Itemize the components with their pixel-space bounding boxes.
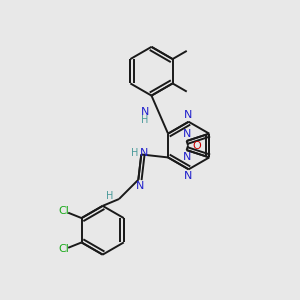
- Text: N: N: [182, 152, 191, 162]
- Text: H: H: [141, 115, 148, 125]
- Text: N: N: [184, 171, 192, 181]
- Text: N: N: [182, 130, 191, 140]
- Text: Cl: Cl: [58, 206, 69, 216]
- Text: H: H: [131, 148, 138, 158]
- Text: N: N: [136, 181, 144, 191]
- Text: O: O: [192, 140, 201, 151]
- Text: N: N: [140, 148, 148, 158]
- Text: N: N: [184, 110, 192, 120]
- Text: H: H: [106, 191, 114, 201]
- Text: Cl: Cl: [58, 244, 69, 254]
- Text: N: N: [141, 107, 149, 117]
